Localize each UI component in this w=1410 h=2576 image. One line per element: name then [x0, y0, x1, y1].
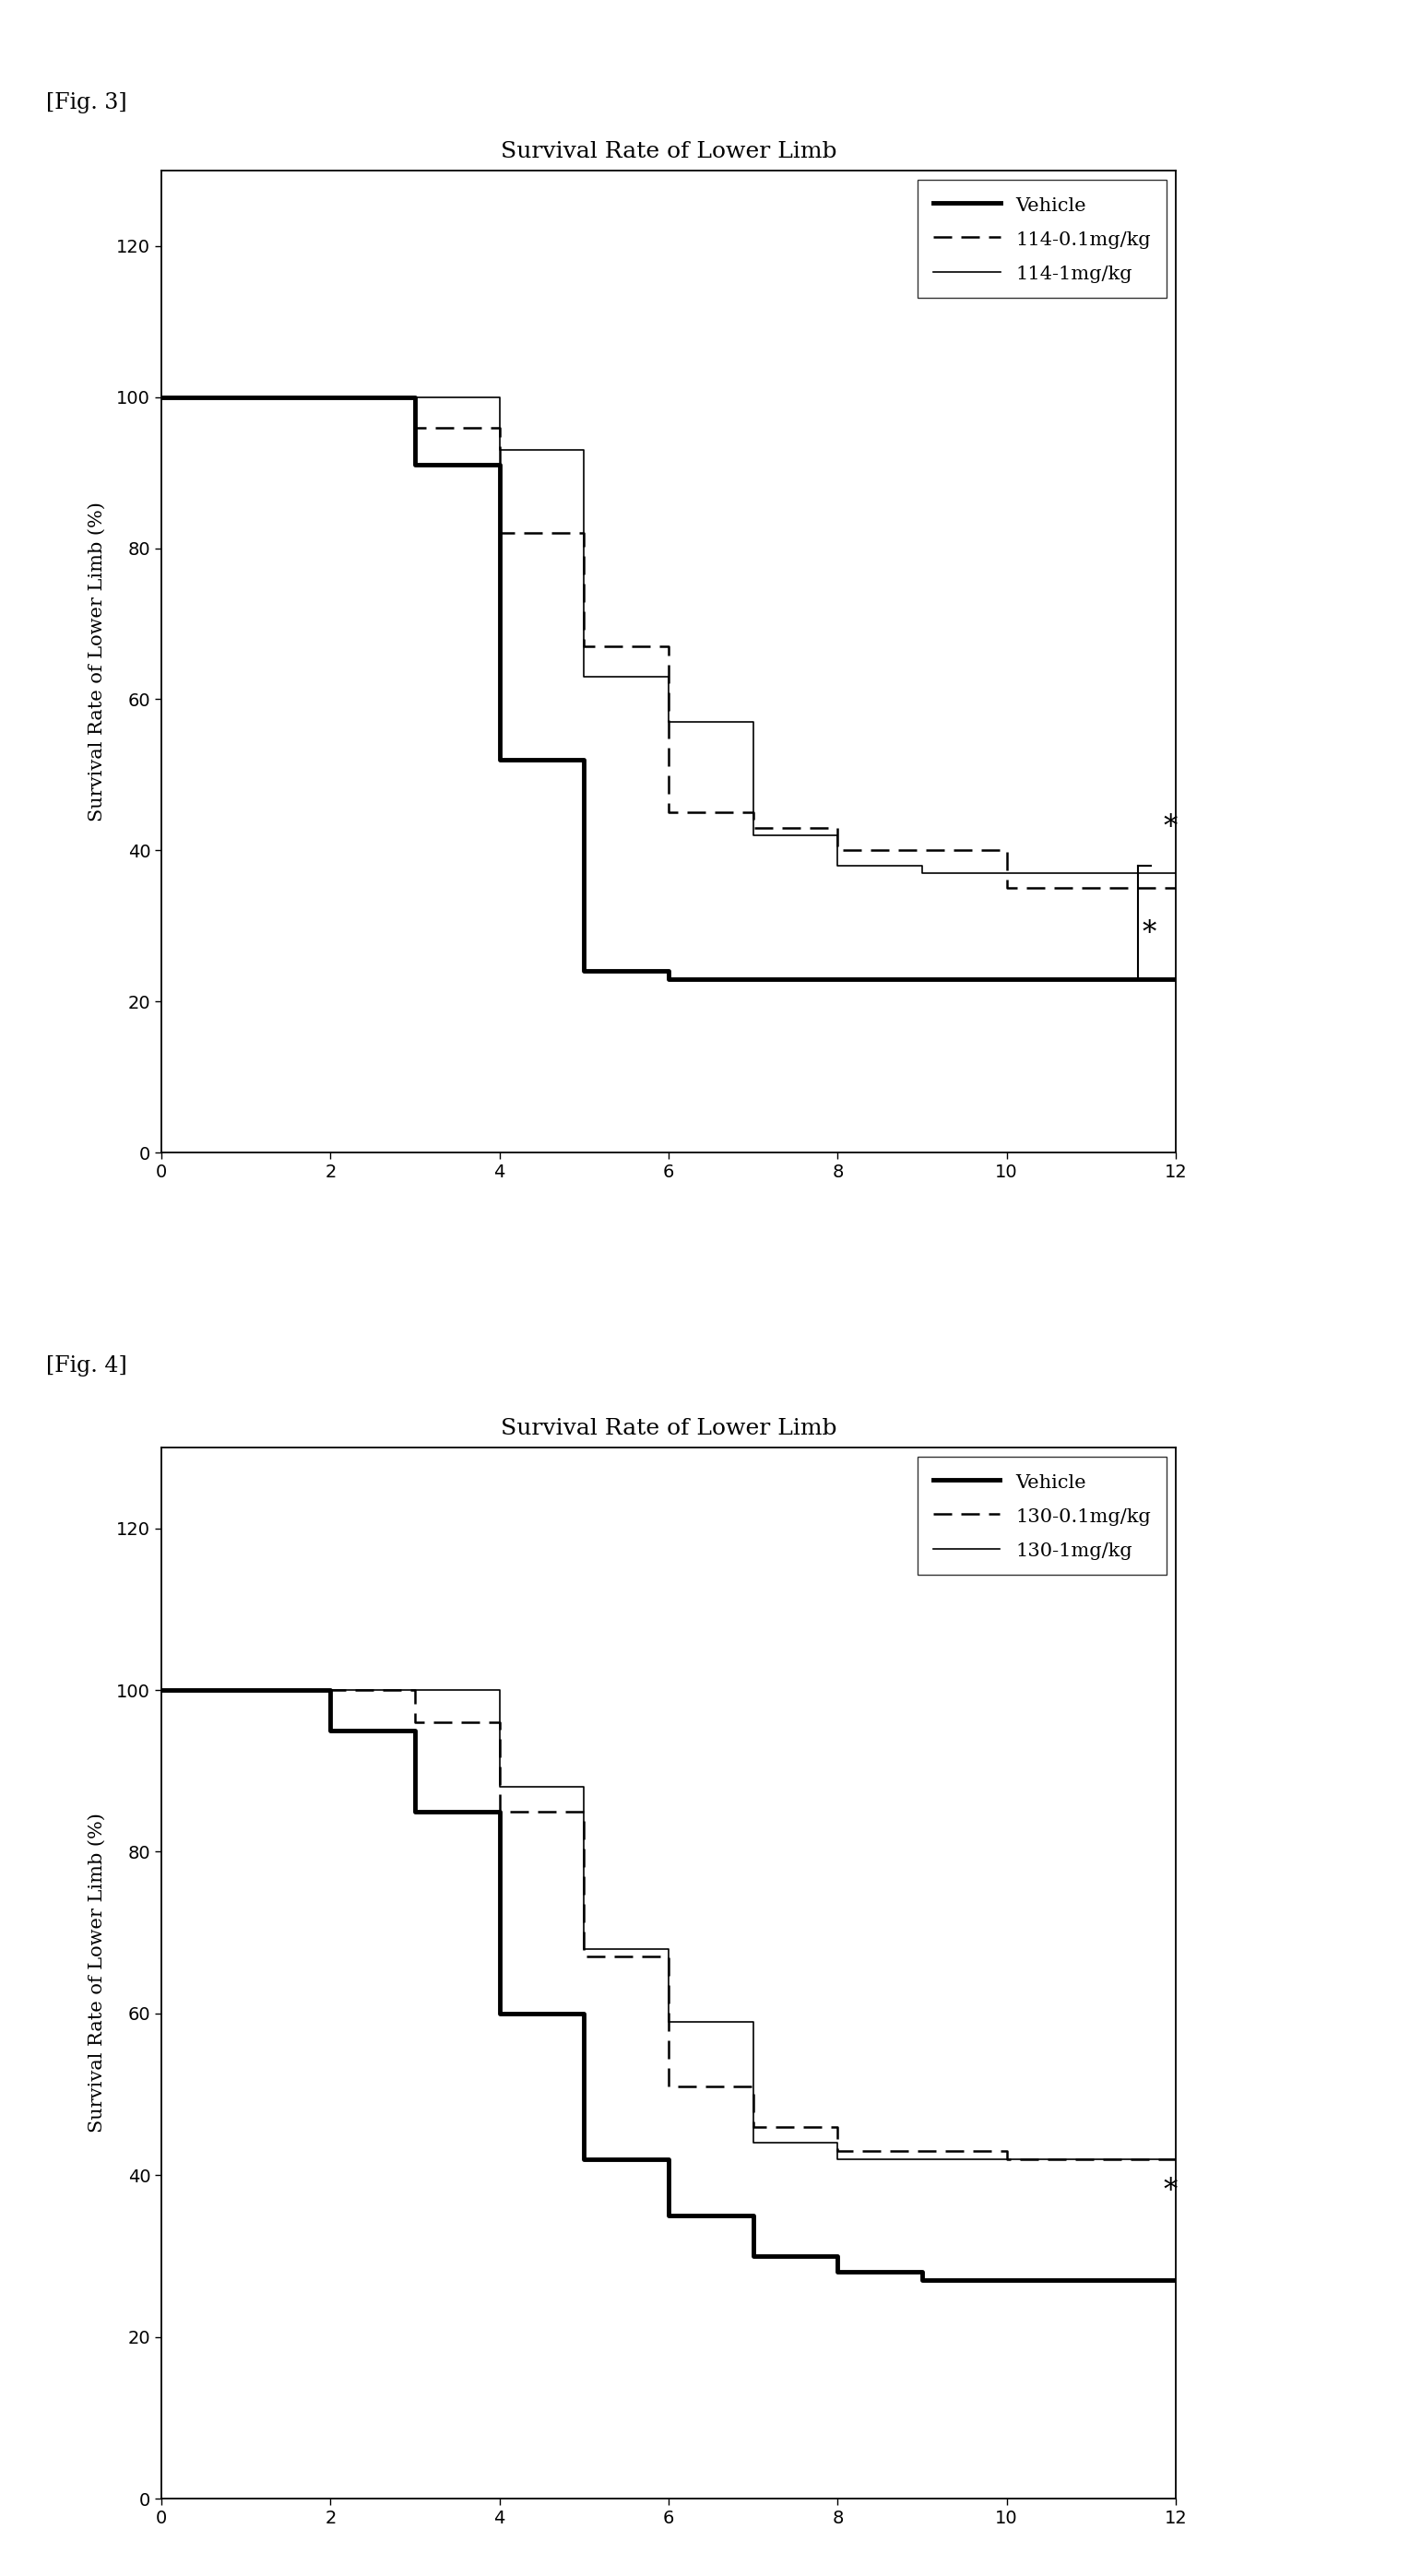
Text: *: *: [1163, 2177, 1177, 2205]
Legend: Vehicle, 114-0.1mg/kg, 114-1mg/kg: Vehicle, 114-0.1mg/kg, 114-1mg/kg: [918, 180, 1166, 299]
Title: Survival Rate of Lower Limb: Survival Rate of Lower Limb: [501, 1419, 836, 1440]
Legend: Vehicle, 130-0.1mg/kg, 130-1mg/kg: Vehicle, 130-0.1mg/kg, 130-1mg/kg: [918, 1458, 1166, 1574]
Text: [Fig. 4]: [Fig. 4]: [47, 1355, 127, 1376]
Title: Survival Rate of Lower Limb: Survival Rate of Lower Limb: [501, 142, 836, 162]
Y-axis label: Survival Rate of Lower Limb (%): Survival Rate of Lower Limb (%): [89, 502, 106, 822]
Text: *: *: [1142, 920, 1156, 948]
Text: [Fig. 3]: [Fig. 3]: [47, 93, 127, 113]
Y-axis label: Survival Rate of Lower Limb (%): Survival Rate of Lower Limb (%): [89, 1814, 106, 2133]
Text: *: *: [1163, 814, 1177, 842]
